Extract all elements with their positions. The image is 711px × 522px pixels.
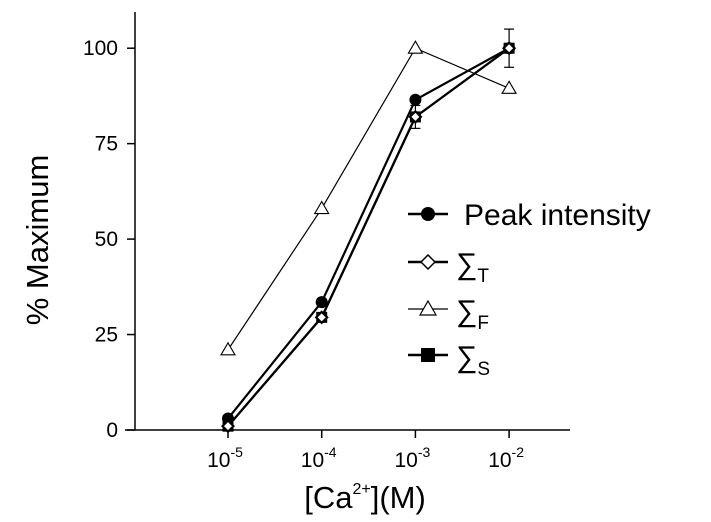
legend-label-sum-t: ∑T xyxy=(456,248,489,287)
point-peak-intensity xyxy=(409,93,422,106)
legend-label-sum-s: ∑S xyxy=(456,341,490,380)
legend-item-peak-intensity: Peak intensity xyxy=(408,199,651,232)
x-axis-label-suffix: ](M) xyxy=(371,480,426,515)
x-tick-label: 10-2 xyxy=(488,444,524,472)
x-axis-label: [Ca2+](M) xyxy=(304,480,426,515)
point-sum-s-inner xyxy=(317,313,326,322)
x-tick-exponent: -5 xyxy=(230,444,243,460)
legend-item-sum-f: ∑F xyxy=(408,295,489,334)
legend-item-sum-t: ∑T xyxy=(408,248,489,287)
legend-label-sum-f: ∑F xyxy=(456,295,489,334)
y-tick-label: 0 xyxy=(106,419,118,442)
legend-marker-filled-circle xyxy=(421,207,435,221)
point-sum-s-inner xyxy=(505,44,514,53)
legend-sub: S xyxy=(477,359,490,380)
point-sum-f xyxy=(313,200,330,215)
y-ticks: 0 25 50 75 100 xyxy=(83,37,135,442)
legend-marker-filled-square xyxy=(421,348,435,362)
series-line-0 xyxy=(227,47,510,420)
legend-item-sum-s: ∑S xyxy=(408,341,490,380)
legend-sigma: ∑ xyxy=(456,248,477,281)
point-sum-f xyxy=(501,80,518,94)
series-line-2 xyxy=(227,47,510,351)
legend-label-peak-intensity: Peak intensity xyxy=(464,199,651,232)
x-tick-label: 10-5 xyxy=(207,444,243,472)
series-line-3 xyxy=(227,47,510,427)
y-axis-label: % Maximum xyxy=(20,155,55,326)
y-tick-label: 75 xyxy=(95,133,118,156)
legend-sub: T xyxy=(477,266,489,287)
legend-marker-open-triangle xyxy=(418,299,438,316)
x-tick-exponent: -4 xyxy=(324,444,337,460)
x-ticks: 10-5 10-4 10-3 10-2 xyxy=(207,430,524,472)
legend-sigma: ∑ xyxy=(456,295,477,328)
point-sum-f xyxy=(407,40,424,54)
point-sum-s-inner xyxy=(411,112,420,121)
x-tick-exponent: -3 xyxy=(418,444,431,460)
x-axis-label-prefix: [Ca xyxy=(304,480,353,515)
x-tick-label: 10-4 xyxy=(301,444,337,472)
series-layer xyxy=(220,28,518,434)
legend-sigma: ∑ xyxy=(456,341,477,374)
point-sum-s-inner xyxy=(224,422,232,431)
legend-marker-open-diamond xyxy=(419,253,437,271)
x-tick-base: 10 xyxy=(394,449,417,472)
x-tick-base: 10 xyxy=(207,449,230,472)
point-peak-intensity xyxy=(315,296,328,309)
y-tick-label: 100 xyxy=(83,37,118,60)
point-sum-f xyxy=(220,341,236,356)
x-axis-label-sup: 2+ xyxy=(352,481,370,498)
x-tick-base: 10 xyxy=(301,449,324,472)
legend-sub: F xyxy=(477,313,489,334)
x-tick-base: 10 xyxy=(488,449,511,472)
axes xyxy=(125,12,570,431)
x-tick-label: 10-3 xyxy=(394,444,430,472)
y-tick-label: 25 xyxy=(95,324,118,347)
x-tick-exponent: -2 xyxy=(512,444,525,460)
y-tick-label: 50 xyxy=(95,228,118,251)
legend: Peak intensity ∑T ∑F ∑S xyxy=(408,199,651,380)
